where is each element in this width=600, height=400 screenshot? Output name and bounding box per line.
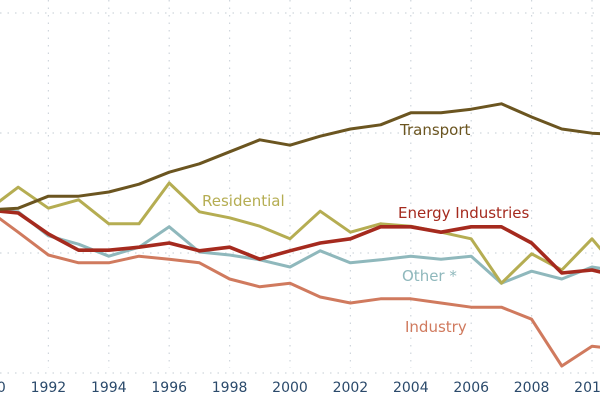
series-label: Residential	[202, 192, 285, 210]
series-line-industry	[0, 216, 600, 368]
x-tick-label: 2004	[393, 380, 429, 396]
series-label: Industry	[405, 318, 467, 336]
x-tick-label: 2008	[514, 380, 550, 396]
series-labels: Transport Residential Energy Industries Oth…	[202, 121, 530, 336]
x-tick-label: 1998	[212, 380, 248, 396]
x-tick-label: 1992	[31, 380, 67, 396]
grid	[0, 0, 600, 374]
series-line-energy-industries	[0, 209, 600, 275]
x-tick-label: 2000	[272, 380, 308, 396]
x-tick-label: 1994	[91, 380, 127, 396]
series-line-residential	[0, 181, 600, 285]
series-label: Other *	[402, 267, 457, 285]
x-tick-label: 2006	[453, 380, 489, 396]
series-label: Energy Industries	[398, 204, 530, 222]
x-tick-label: 2002	[333, 380, 369, 396]
series-lines	[0, 102, 600, 368]
series-label: Transport	[399, 121, 471, 139]
x-tick-label: 1990	[0, 380, 6, 396]
x-tick-label: 1996	[151, 380, 187, 396]
series-line-transport	[0, 102, 600, 211]
x-tick-label: 2010	[574, 380, 600, 396]
x-axis-ticks: 1990 1992 1994 1996 1998 2000 2002 2004 2006 2008…	[0, 380, 600, 396]
